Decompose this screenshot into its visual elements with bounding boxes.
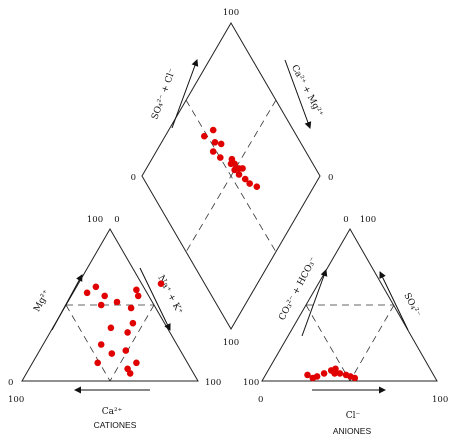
diamond-tick-left: 0: [131, 173, 136, 183]
anion-left-axis-label: CO₃²⁻ + HCO₃⁻: [277, 256, 319, 323]
cation-point-15: [133, 359, 140, 367]
diamond-outline: [141, 22, 321, 330]
diamond-point-1: [209, 126, 217, 134]
anion-tick-left: 100: [243, 378, 259, 388]
data-points: [83, 126, 359, 382]
diamond-tick-top: 100: [223, 8, 239, 18]
diamond-upper-left-axis-label: SO₄²⁻ + Cl⁻: [150, 67, 178, 121]
cation-point-18: [126, 370, 134, 377]
anion-point-9: [351, 374, 359, 382]
anion-tick-top-right: 100: [360, 215, 376, 225]
cation-tick-bottom-left: 100: [8, 395, 24, 405]
cation-left-axis-label: Mg²⁺: [32, 288, 52, 314]
cation-point-5: [133, 286, 140, 294]
cation-tick-top-left: 100: [87, 215, 103, 225]
cation-point-6: [134, 292, 142, 300]
diamond-point-15: [253, 183, 261, 190]
cation-point-10: [129, 319, 137, 327]
anion-tick-bottom-left: 0: [258, 395, 263, 405]
cation-tick-bottom-right: 100: [205, 378, 221, 388]
diamond-point-14: [246, 180, 253, 187]
cation-tick-left: 0: [8, 378, 13, 388]
cation-point-13: [97, 341, 105, 348]
diamond-point-2: [211, 139, 219, 146]
diamond-tick-bottom: 100: [223, 338, 239, 348]
cation-point-12: [122, 347, 130, 354]
anion-left-arrow: [301, 269, 328, 337]
cation-point-8: [127, 304, 135, 312]
diamond-upper-right-axis-label: Ca²⁺ + Mg²⁺: [289, 63, 325, 118]
cation-point-4: [113, 298, 121, 306]
cation-right-axis-label: Na⁺ + K⁺: [155, 274, 184, 317]
cation-point-0: [83, 289, 91, 297]
diamond-point-13: [241, 175, 249, 183]
diamond-dashed-lines: [185, 99, 277, 253]
anion-right-arrow: [379, 271, 409, 331]
anion-caption: ANIONES: [333, 426, 372, 436]
anion-point-1: [320, 370, 328, 377]
diamond-point-4: [217, 140, 225, 148]
anion-tick-top-left: 0: [343, 215, 348, 225]
diamond-point-11: [235, 171, 243, 178]
cation-tick-top-right: 0: [114, 215, 119, 225]
diamond-point-5: [217, 154, 224, 161]
cation-point-9: [107, 324, 115, 332]
cation-bottom-axis-label: Ca²⁺: [102, 407, 123, 417]
anion-dashed-lines: [305, 304, 395, 382]
anion-point-4: [336, 370, 344, 377]
cation-caption: CATIONES: [94, 420, 137, 430]
diamond-point-0: [201, 132, 208, 140]
cation-point-14: [108, 350, 116, 357]
cation-point-2: [101, 292, 108, 300]
diamond-point-12: [239, 165, 246, 172]
anion-point-10: [331, 370, 338, 377]
diamond-tick-right: 0: [328, 173, 333, 183]
cation-point-3: [97, 301, 105, 309]
anion-tick-bottom-right: 100: [432, 395, 448, 405]
cation-left-arrow: [51, 274, 83, 331]
anion-right-axis-label: SO₄²⁻: [401, 291, 422, 318]
anion-point-0: [304, 371, 311, 379]
cation-dashed-lines: [65, 304, 155, 382]
cation-right-arrow: [139, 267, 171, 331]
anion-point-6: [309, 374, 317, 382]
cation-point-16: [94, 359, 101, 367]
cation-point-11: [124, 329, 131, 336]
anion-bottom-axis-label: Cl⁻: [346, 411, 361, 421]
diamond-point-8: [231, 160, 238, 168]
diamond-left-arrow: [171, 59, 199, 129]
diamond-right-arrow: [284, 59, 312, 129]
diamond-point-3: [209, 148, 217, 155]
cation-point-1: [92, 283, 100, 291]
axis-arrows: [51, 59, 409, 394]
cation-point-7: [157, 280, 165, 288]
